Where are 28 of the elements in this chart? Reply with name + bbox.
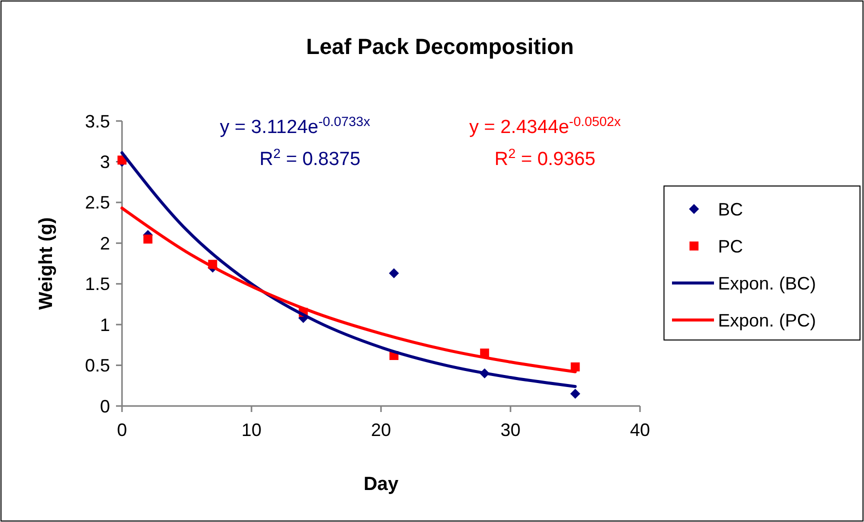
annotation: R$^{2}$ = 0.8375 xyxy=(260,146,360,170)
legend-label: BC xyxy=(718,199,744,220)
y-tick-label: 1.5 xyxy=(84,274,110,294)
x-tick-label: 0 xyxy=(116,420,128,440)
point xyxy=(570,388,580,399)
x-tick-label: 10 xyxy=(241,420,262,440)
legend-label: PC xyxy=(718,236,744,256)
chart-title: Leaf Pack Decomposition xyxy=(306,34,574,59)
legend-label: Expon. (PC) xyxy=(718,310,816,330)
point xyxy=(388,268,399,278)
y-tick-label: 1 xyxy=(100,314,110,335)
y-tick-label: 0.5 xyxy=(84,356,110,376)
annotation: y = 2.4344e$^{-0.0502x}$ xyxy=(469,114,622,138)
annotation: R$^{2}$ = 0.9365 xyxy=(494,146,596,170)
y-tick-label: 3.5 xyxy=(84,111,110,132)
y-tick-label: 0 xyxy=(100,396,110,416)
y-tick-label: 2.5 xyxy=(84,192,110,213)
point xyxy=(570,362,580,372)
x-tick-label: 30 xyxy=(500,420,521,440)
legend-label: Expon. (BC) xyxy=(718,273,816,294)
x-tick-label: 20 xyxy=(370,420,392,440)
annotation: y = 3.1124e$^{-0.0733x}$ xyxy=(220,114,370,138)
y-axis-title: Weight (g) xyxy=(36,217,57,310)
y-tick-label: 3 xyxy=(100,152,110,172)
x-axis-title: Day xyxy=(364,474,399,495)
x-tick-label: 40 xyxy=(630,420,650,440)
y-tick-label: 2 xyxy=(100,233,110,254)
point xyxy=(143,234,152,244)
